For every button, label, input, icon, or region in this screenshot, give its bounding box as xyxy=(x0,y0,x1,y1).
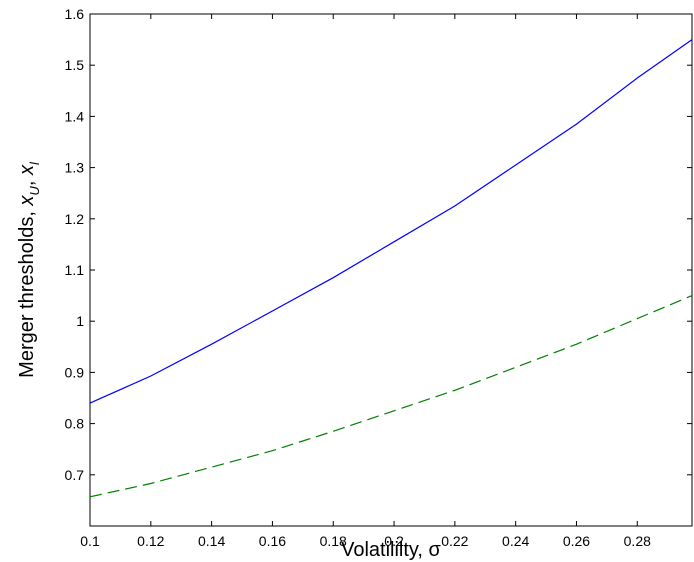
y-axis-label-separator: , xyxy=(16,175,38,186)
y-tick-label: 1.3 xyxy=(65,160,85,176)
y-axis-label-text: Merger thresholds, xyxy=(16,206,38,378)
x-tick-label: 0.24 xyxy=(502,533,529,549)
y-axis-label: Merger thresholds, xU, xl xyxy=(16,161,42,378)
y-tick-label: 0.9 xyxy=(65,364,85,380)
y-tick-label: 1.1 xyxy=(65,262,85,278)
x-tick-label: 0.28 xyxy=(624,533,651,549)
y-axis-label-sub-u: U xyxy=(27,186,42,196)
y-tick-label: 1.4 xyxy=(65,108,85,124)
x-tick-label: 0.22 xyxy=(441,533,468,549)
upper-threshold-line xyxy=(89,39,693,404)
y-axis: 0.7 0.8 0.9 1 1.1 1.2 1.3 1.4 1.5 1.6 xyxy=(65,6,692,483)
y-axis-label-var-u: x xyxy=(16,195,38,207)
x-axis: 0.1 0.12 0.14 0.16 0.18 0.2 0.22 0.24 0.26 0.28 xyxy=(80,14,651,549)
lower-threshold-line xyxy=(89,295,693,498)
y-tick-label: 0.8 xyxy=(65,416,85,432)
y-tick-label: 1.6 xyxy=(65,6,85,22)
x-tick-label: 0.1 xyxy=(80,533,100,549)
x-tick-label: 0.18 xyxy=(320,533,347,549)
x-tick-label: 0.12 xyxy=(137,533,164,549)
y-axis-label-var-l: x xyxy=(16,164,38,176)
x-axis-label: Volatililty, σ xyxy=(341,539,441,561)
y-tick-label: 1.5 xyxy=(65,57,85,73)
y-tick-label: 1 xyxy=(76,313,84,329)
y-tick-label: 1.2 xyxy=(65,211,85,227)
series-layer xyxy=(89,39,693,498)
x-tick-label: 0.2 xyxy=(384,533,404,549)
x-tick-label: 0.14 xyxy=(198,533,225,549)
y-tick-label: 0.7 xyxy=(65,467,85,483)
x-tick-label: 0.26 xyxy=(563,533,590,549)
x-tick-label: 0.16 xyxy=(259,533,286,549)
plot-area xyxy=(89,13,693,527)
y-axis-label-sub-l: l xyxy=(27,161,42,165)
